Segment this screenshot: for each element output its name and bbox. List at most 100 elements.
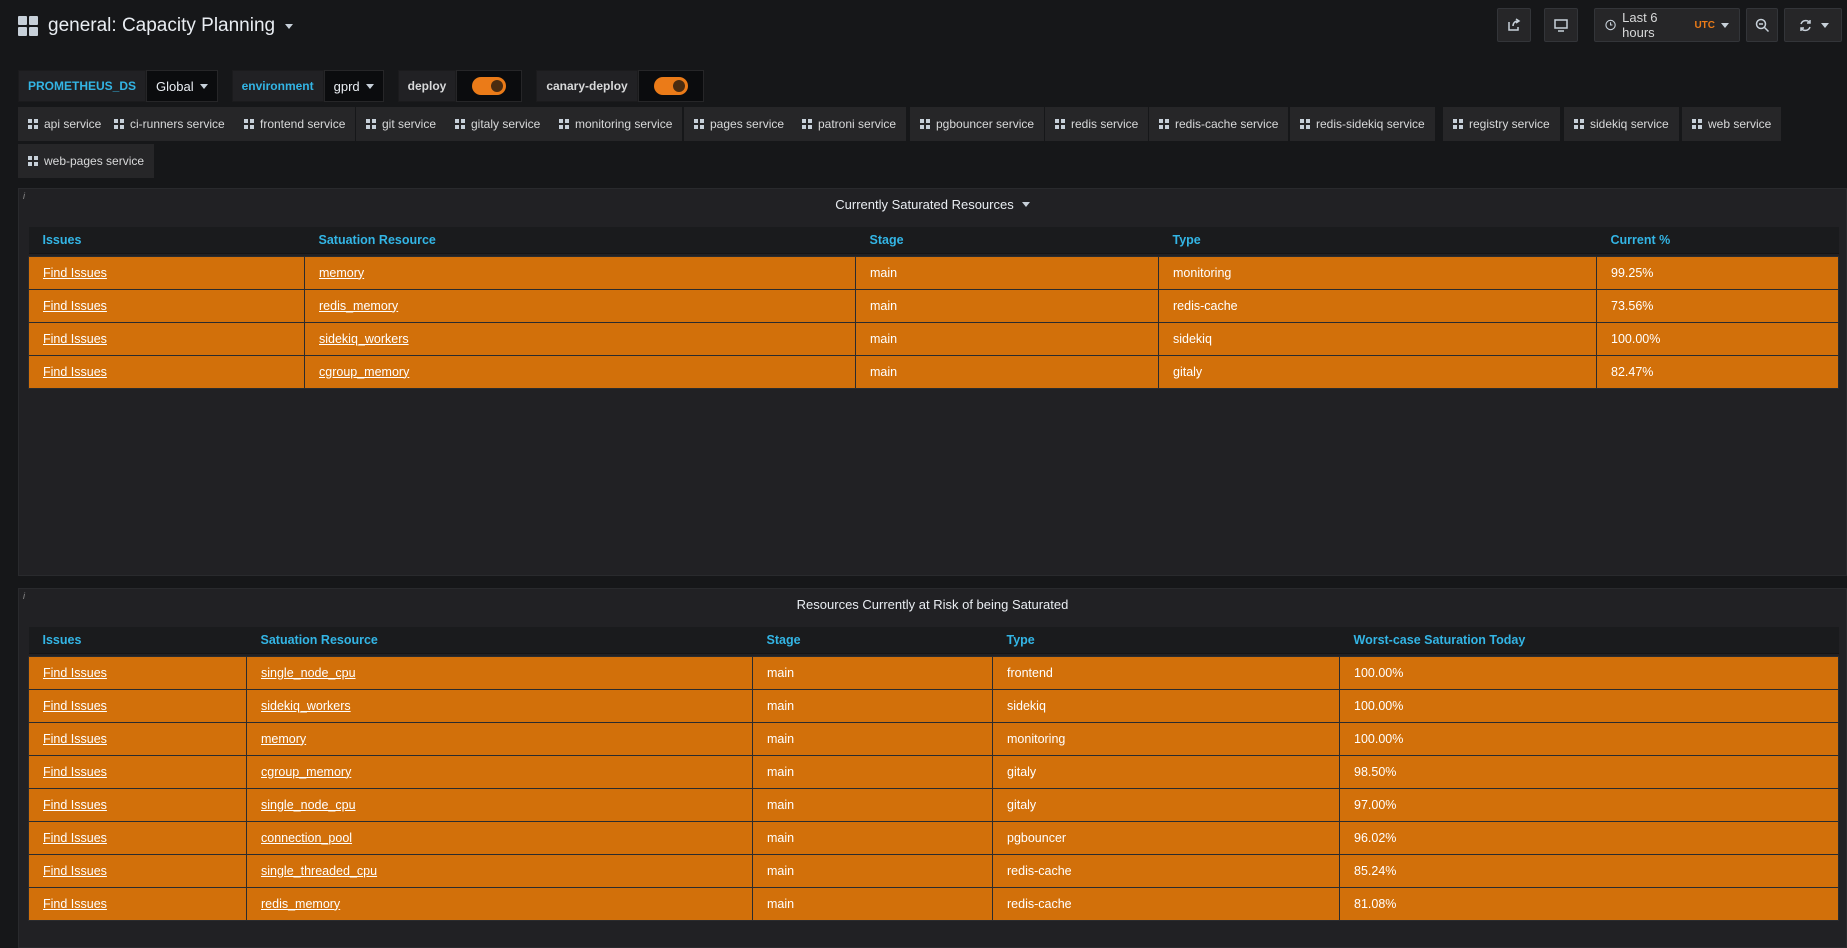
table-cell: 85.24%	[1339, 853, 1839, 888]
panel-info-icon[interactable]: i	[23, 591, 25, 601]
column-header[interactable]: Worst-case Saturation Today	[1339, 627, 1839, 654]
toggle-canary-deploy-switch[interactable]	[637, 70, 704, 102]
resource-link[interactable]: sidekiq_workers	[304, 321, 856, 356]
column-header[interactable]: Stage	[855, 227, 1159, 254]
link-redis-service[interactable]: redis service	[1045, 107, 1149, 141]
refresh-button[interactable]	[1784, 8, 1842, 42]
find-issues-link[interactable]: Find Issues	[28, 787, 247, 822]
tv-mode-button[interactable]	[1544, 8, 1578, 42]
resource-link[interactable]: sidekiq_workers	[246, 688, 753, 723]
resource-link[interactable]: single_node_cpu	[246, 655, 753, 690]
resource-link[interactable]: single_threaded_cpu	[246, 853, 753, 888]
link-patroni-service[interactable]: patroni service	[792, 107, 907, 141]
find-issues-link[interactable]: Find Issues	[28, 820, 247, 855]
table-cell: 98.50%	[1339, 754, 1839, 789]
table-cell: sidekiq	[992, 688, 1340, 723]
table-row: Find Issues single_node_cpu main gitaly 97.0…	[28, 787, 1839, 822]
find-issues-link[interactable]: Find Issues	[28, 321, 305, 356]
clock-icon	[1605, 19, 1616, 31]
table-cell: main	[855, 255, 1159, 290]
dashboard-title-button[interactable]: general: Capacity Planning	[18, 13, 294, 39]
dashboard-grid-icon	[1692, 119, 1702, 129]
share-button[interactable]	[1497, 8, 1531, 42]
panel-info-icon[interactable]: i	[23, 191, 25, 201]
find-issues-link[interactable]: Find Issues	[28, 721, 247, 756]
resource-link[interactable]: memory	[304, 255, 856, 290]
panel-title[interactable]: Currently Saturated Resources	[19, 197, 1846, 212]
find-issues-link[interactable]: Find Issues	[28, 655, 247, 690]
panel-currently-saturated: i Currently Saturated Resources Issues Sa…	[18, 188, 1847, 576]
find-issues-link[interactable]: Find Issues	[28, 354, 305, 389]
table-cell: redis-cache	[1158, 288, 1597, 323]
column-header[interactable]: Issues	[28, 627, 247, 654]
column-header[interactable]: Type	[1158, 227, 1597, 254]
link-registry-service[interactable]: registry service	[1443, 107, 1560, 141]
link-label: sidekiq service	[1590, 117, 1669, 131]
link-label: frontend service	[260, 117, 346, 131]
table-cell: redis-cache	[992, 886, 1340, 921]
link-frontend-service[interactable]: frontend service	[234, 107, 356, 141]
variable-prometheus-ds-select[interactable]: Global	[146, 70, 218, 102]
table-cell: sidekiq	[1158, 321, 1597, 356]
link-label: web-pages service	[44, 154, 145, 168]
column-header[interactable]: Satuation Resource	[304, 227, 856, 254]
link-web-pages-service[interactable]: web-pages service	[18, 144, 155, 178]
link-sidekiq-service[interactable]: sidekiq service	[1564, 107, 1679, 141]
find-issues-link[interactable]: Find Issues	[28, 886, 247, 921]
find-issues-link[interactable]: Find Issues	[28, 754, 247, 789]
link-web-service[interactable]: web service	[1682, 107, 1782, 141]
find-issues-link[interactable]: Find Issues	[28, 255, 305, 290]
resource-link[interactable]: connection_pool	[246, 820, 753, 855]
link-pgbouncer-service[interactable]: pgbouncer service	[910, 107, 1045, 141]
link-label: redis-cache service	[1175, 117, 1279, 131]
link-redis-sidekiq-service[interactable]: redis-sidekiq service	[1290, 107, 1435, 141]
resource-link[interactable]: memory	[246, 721, 753, 756]
link-gitaly-service[interactable]: gitaly service	[445, 107, 551, 141]
link-label: gitaly service	[471, 117, 541, 131]
dashboard-grid-icon	[28, 156, 38, 166]
toggle-deploy-switch[interactable]	[456, 70, 523, 102]
resource-link[interactable]: redis_memory	[246, 886, 753, 921]
column-header[interactable]: Type	[992, 627, 1340, 654]
link-monitoring-service[interactable]: monitoring service	[549, 107, 683, 141]
table-cell: 82.47%	[1596, 354, 1839, 389]
resource-link[interactable]: cgroup_memory	[246, 754, 753, 789]
dashboard-grid-icon	[1453, 119, 1463, 129]
find-issues-link[interactable]: Find Issues	[28, 288, 305, 323]
table-cell: 100.00%	[1339, 688, 1839, 723]
table-row: Find Issues sidekiq_workers main sidekiq 100…	[28, 688, 1839, 723]
find-issues-link[interactable]: Find Issues	[28, 853, 247, 888]
link-label: redis-sidekiq service	[1316, 117, 1425, 131]
table-cell: main	[752, 721, 993, 756]
table-cell: pgbouncer	[992, 820, 1340, 855]
column-header[interactable]: Current %	[1596, 227, 1839, 254]
resource-link[interactable]: cgroup_memory	[304, 354, 856, 389]
dashboard-grid-icon	[694, 119, 704, 129]
resource-link[interactable]: single_node_cpu	[246, 787, 753, 822]
share-icon	[1508, 18, 1521, 31]
link-label: pgbouncer service	[936, 117, 1035, 131]
link-redis-cache-service[interactable]: redis-cache service	[1149, 107, 1289, 141]
link-ci-runners-service[interactable]: ci-runners service	[104, 107, 235, 141]
link-api-service[interactable]: api service	[18, 107, 112, 141]
table-cell: 100.00%	[1339, 655, 1839, 690]
table-row: Find Issues single_node_cpu main frontend 10…	[28, 655, 1839, 690]
table-cell: gitaly	[992, 787, 1340, 822]
time-range-picker[interactable]: Last 6 hours UTC	[1594, 8, 1740, 42]
zoom-out-button[interactable]	[1746, 8, 1778, 42]
dashboard-title: general: Capacity Planning	[48, 15, 276, 36]
resource-link[interactable]: redis_memory	[304, 288, 856, 323]
table-cell: 100.00%	[1596, 321, 1839, 356]
chevron-down-icon	[199, 83, 208, 89]
variable-environment-select[interactable]: gprd	[323, 70, 384, 102]
column-header[interactable]: Stage	[752, 627, 993, 654]
link-pages-service[interactable]: pages service	[684, 107, 795, 141]
find-issues-link[interactable]: Find Issues	[28, 688, 247, 723]
column-header[interactable]: Satuation Resource	[246, 627, 753, 654]
column-header[interactable]: Issues	[28, 227, 305, 254]
chevron-down-icon[interactable]	[1820, 22, 1829, 28]
table-cell: main	[855, 288, 1159, 323]
link-label: redis service	[1071, 117, 1139, 131]
link-git-service[interactable]: git service	[356, 107, 447, 141]
table-row: Find Issues redis_memory main redis-cache 81…	[28, 886, 1839, 921]
